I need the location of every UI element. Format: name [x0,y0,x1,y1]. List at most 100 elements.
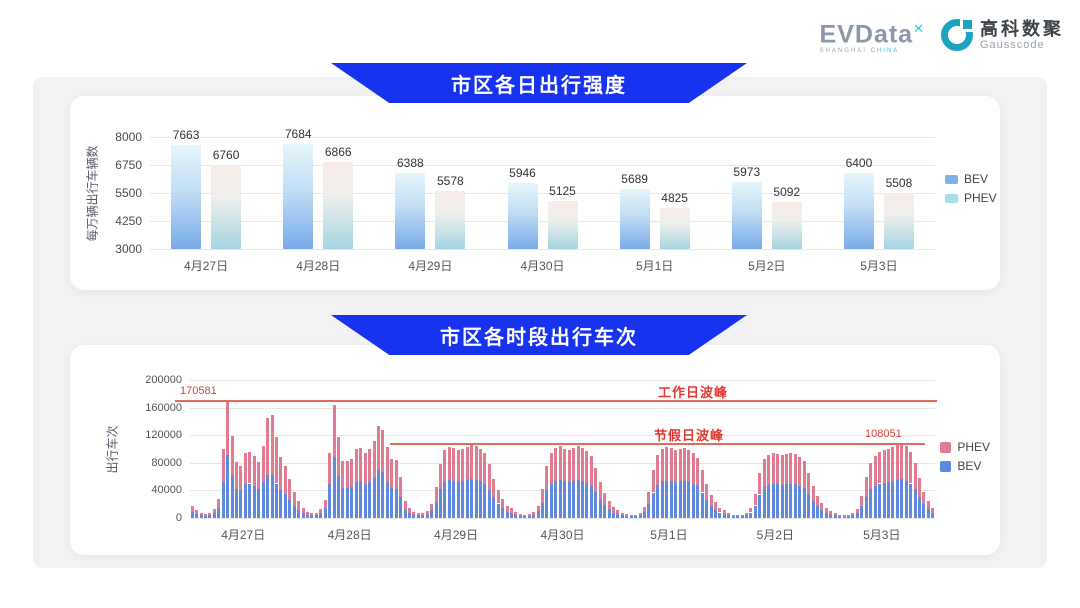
stacked-bar-phev-segment [452,448,456,481]
stacked-bar-bev-segment [749,512,753,518]
stacked-bar-phev-segment [239,465,243,491]
bev-value-label: 7684 [284,127,312,142]
stacked-bar-bev-segment [337,475,341,518]
stacked-bar-bev-segment [328,483,332,518]
stacked-bar-bev-segment [674,482,678,518]
stacked-bar-bev-segment [243,483,247,518]
stacked-bar-bev-segment [292,505,296,518]
stacked-bar-phev-segment [909,451,913,484]
stacked-bar-phev-segment [607,500,611,510]
stacked-bar-phev-segment [217,498,221,508]
stacked-bar-bev-segment [408,513,412,518]
y-tick-label: 200000 [145,374,182,386]
stacked-bar-phev-segment [745,512,749,516]
stacked-bar-phev-segment [221,449,225,483]
stacked-bar-bev-segment [745,515,749,518]
stacked-bar-bev-segment [847,515,851,518]
stacked-bar-bev-segment [740,515,744,518]
stacked-bar-phev-segment [306,511,310,515]
stacked-bar-bev-segment [567,482,571,518]
stacked-bar-bev-segment [909,483,913,518]
stacked-bar-phev-segment [354,449,358,483]
stacked-bar-bev-segment [199,515,203,518]
stacked-bar-bev-segment [434,501,438,518]
stacked-bar-phev-segment [226,400,230,456]
stacked-bar-phev-segment [235,462,239,489]
stacked-bar-bev-segment [629,515,633,518]
x-axis-label: 4月28日 [327,528,372,542]
stacked-bar-bev-segment [510,513,514,518]
stacked-bar-bev-segment [904,480,908,518]
chart2-y-axis-title: 出行车次 [105,424,120,474]
stacked-bar-bev-segment [687,482,691,518]
gausscode-g-icon [941,19,973,52]
stacked-bar-bev-segment [789,483,793,518]
stacked-bar-phev-segment [594,468,598,492]
stacked-bar-bev-segment [855,513,859,518]
stacked-bar-bev-segment [541,502,545,518]
stacked-bar-bev-segment [523,515,527,518]
stacked-bar-bev-segment [270,475,274,518]
phev-value-label: 6866 [324,145,352,160]
stacked-bar-bev-segment [221,482,225,518]
stacked-bar-phev-segment [603,493,607,505]
legend-item-bev[interactable]: BEV [945,172,997,186]
stacked-bar-phev-segment [408,508,412,514]
y-tick-label: 3000 [115,242,142,256]
stacked-bar-bev-segment [248,483,252,518]
bev-bar [507,183,538,249]
stacked-bar-phev-segment [847,514,851,516]
legend-item-phev[interactable]: PHEV [945,191,997,205]
stacked-bar-phev-segment [212,509,216,514]
gausscode-logo: 高科数聚 Gausscode [941,19,1064,52]
stacked-bar-phev-segment [878,451,882,484]
stacked-bar-phev-segment [674,450,678,483]
stacked-bar-bev-segment [483,483,487,518]
stacked-bar-phev-segment [279,456,283,491]
stacked-bar-bev-segment [709,505,713,518]
stacked-bar-bev-segment [771,483,775,518]
stacked-bar-phev-segment [399,476,403,498]
stacked-bar-phev-segment [900,443,904,480]
x-axis-label: 4月29日 [408,259,453,273]
stacked-bar-bev-segment [314,515,318,518]
stacked-bar-phev-segment [416,513,420,516]
workday-peak-value: 170581 [180,385,217,398]
x-axis-label: 5月3日 [863,528,901,542]
stacked-bar-phev-segment [882,450,886,483]
stacked-bar-phev-segment [869,462,873,489]
stacked-bar-bev-segment [820,509,824,518]
stacked-bar-bev-segment [691,484,695,518]
chart2-legend: PHEV BEV [940,440,990,473]
stacked-bar-bev-segment [656,484,660,518]
stacked-bar-phev-segment [337,437,341,476]
stacked-bar-bev-segment [439,489,443,518]
stacked-bar-bev-segment [793,484,797,518]
stacked-bar-bev-segment [456,482,460,518]
legend-item-bev[interactable]: BEV [940,459,990,473]
daily-intensity-title: 市区各日出行强度 [451,74,627,97]
bev-bar [283,144,314,249]
stacked-bar-bev-segment [762,487,766,519]
stacked-bar-bev-segment [736,515,740,518]
stacked-bar-bev-segment [461,481,465,518]
stacked-bar-phev-segment [412,511,416,515]
stacked-bar-phev-segment [261,445,265,483]
phev-bar [883,192,914,249]
stacked-bar-phev-segment [682,447,686,481]
gridline [190,518,935,519]
hourly-trips-title: 市区各时段出行车次 [440,326,638,349]
stacked-bar-phev-segment [496,490,500,504]
legend-item-phev[interactable]: PHEV [940,440,990,454]
gausscode-text: 高科数聚 Gausscode [980,19,1064,51]
stacked-bar-bev-segment [430,510,434,518]
bev-bar [171,144,202,249]
stacked-bar-bev-segment [345,488,349,518]
stacked-bar-phev-segment [554,447,558,481]
evdata-subtitle: SHANGHAI CHINA [819,48,900,55]
y-tick-label: 6750 [115,158,142,172]
daily-intensity-banner: 市区各日出行强度 [331,63,747,103]
phev-bar [435,191,466,249]
stacked-bar-phev-segment [243,452,247,484]
stacked-bar-bev-segment [190,511,194,518]
